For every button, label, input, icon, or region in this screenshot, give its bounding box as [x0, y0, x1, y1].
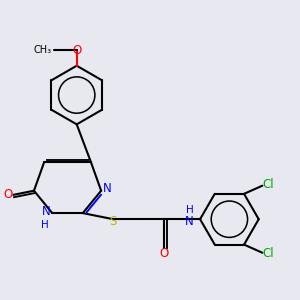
Text: O: O: [4, 188, 13, 201]
Text: O: O: [160, 247, 169, 260]
Text: O: O: [72, 44, 81, 57]
Text: Cl: Cl: [263, 247, 274, 260]
Text: CH₃: CH₃: [33, 45, 51, 55]
Text: H: H: [186, 205, 194, 215]
Text: N: N: [103, 182, 112, 195]
Text: N: N: [185, 215, 194, 228]
Text: S: S: [110, 215, 117, 228]
Text: Cl: Cl: [263, 178, 274, 191]
Text: H: H: [41, 220, 49, 230]
Text: N: N: [42, 205, 51, 218]
